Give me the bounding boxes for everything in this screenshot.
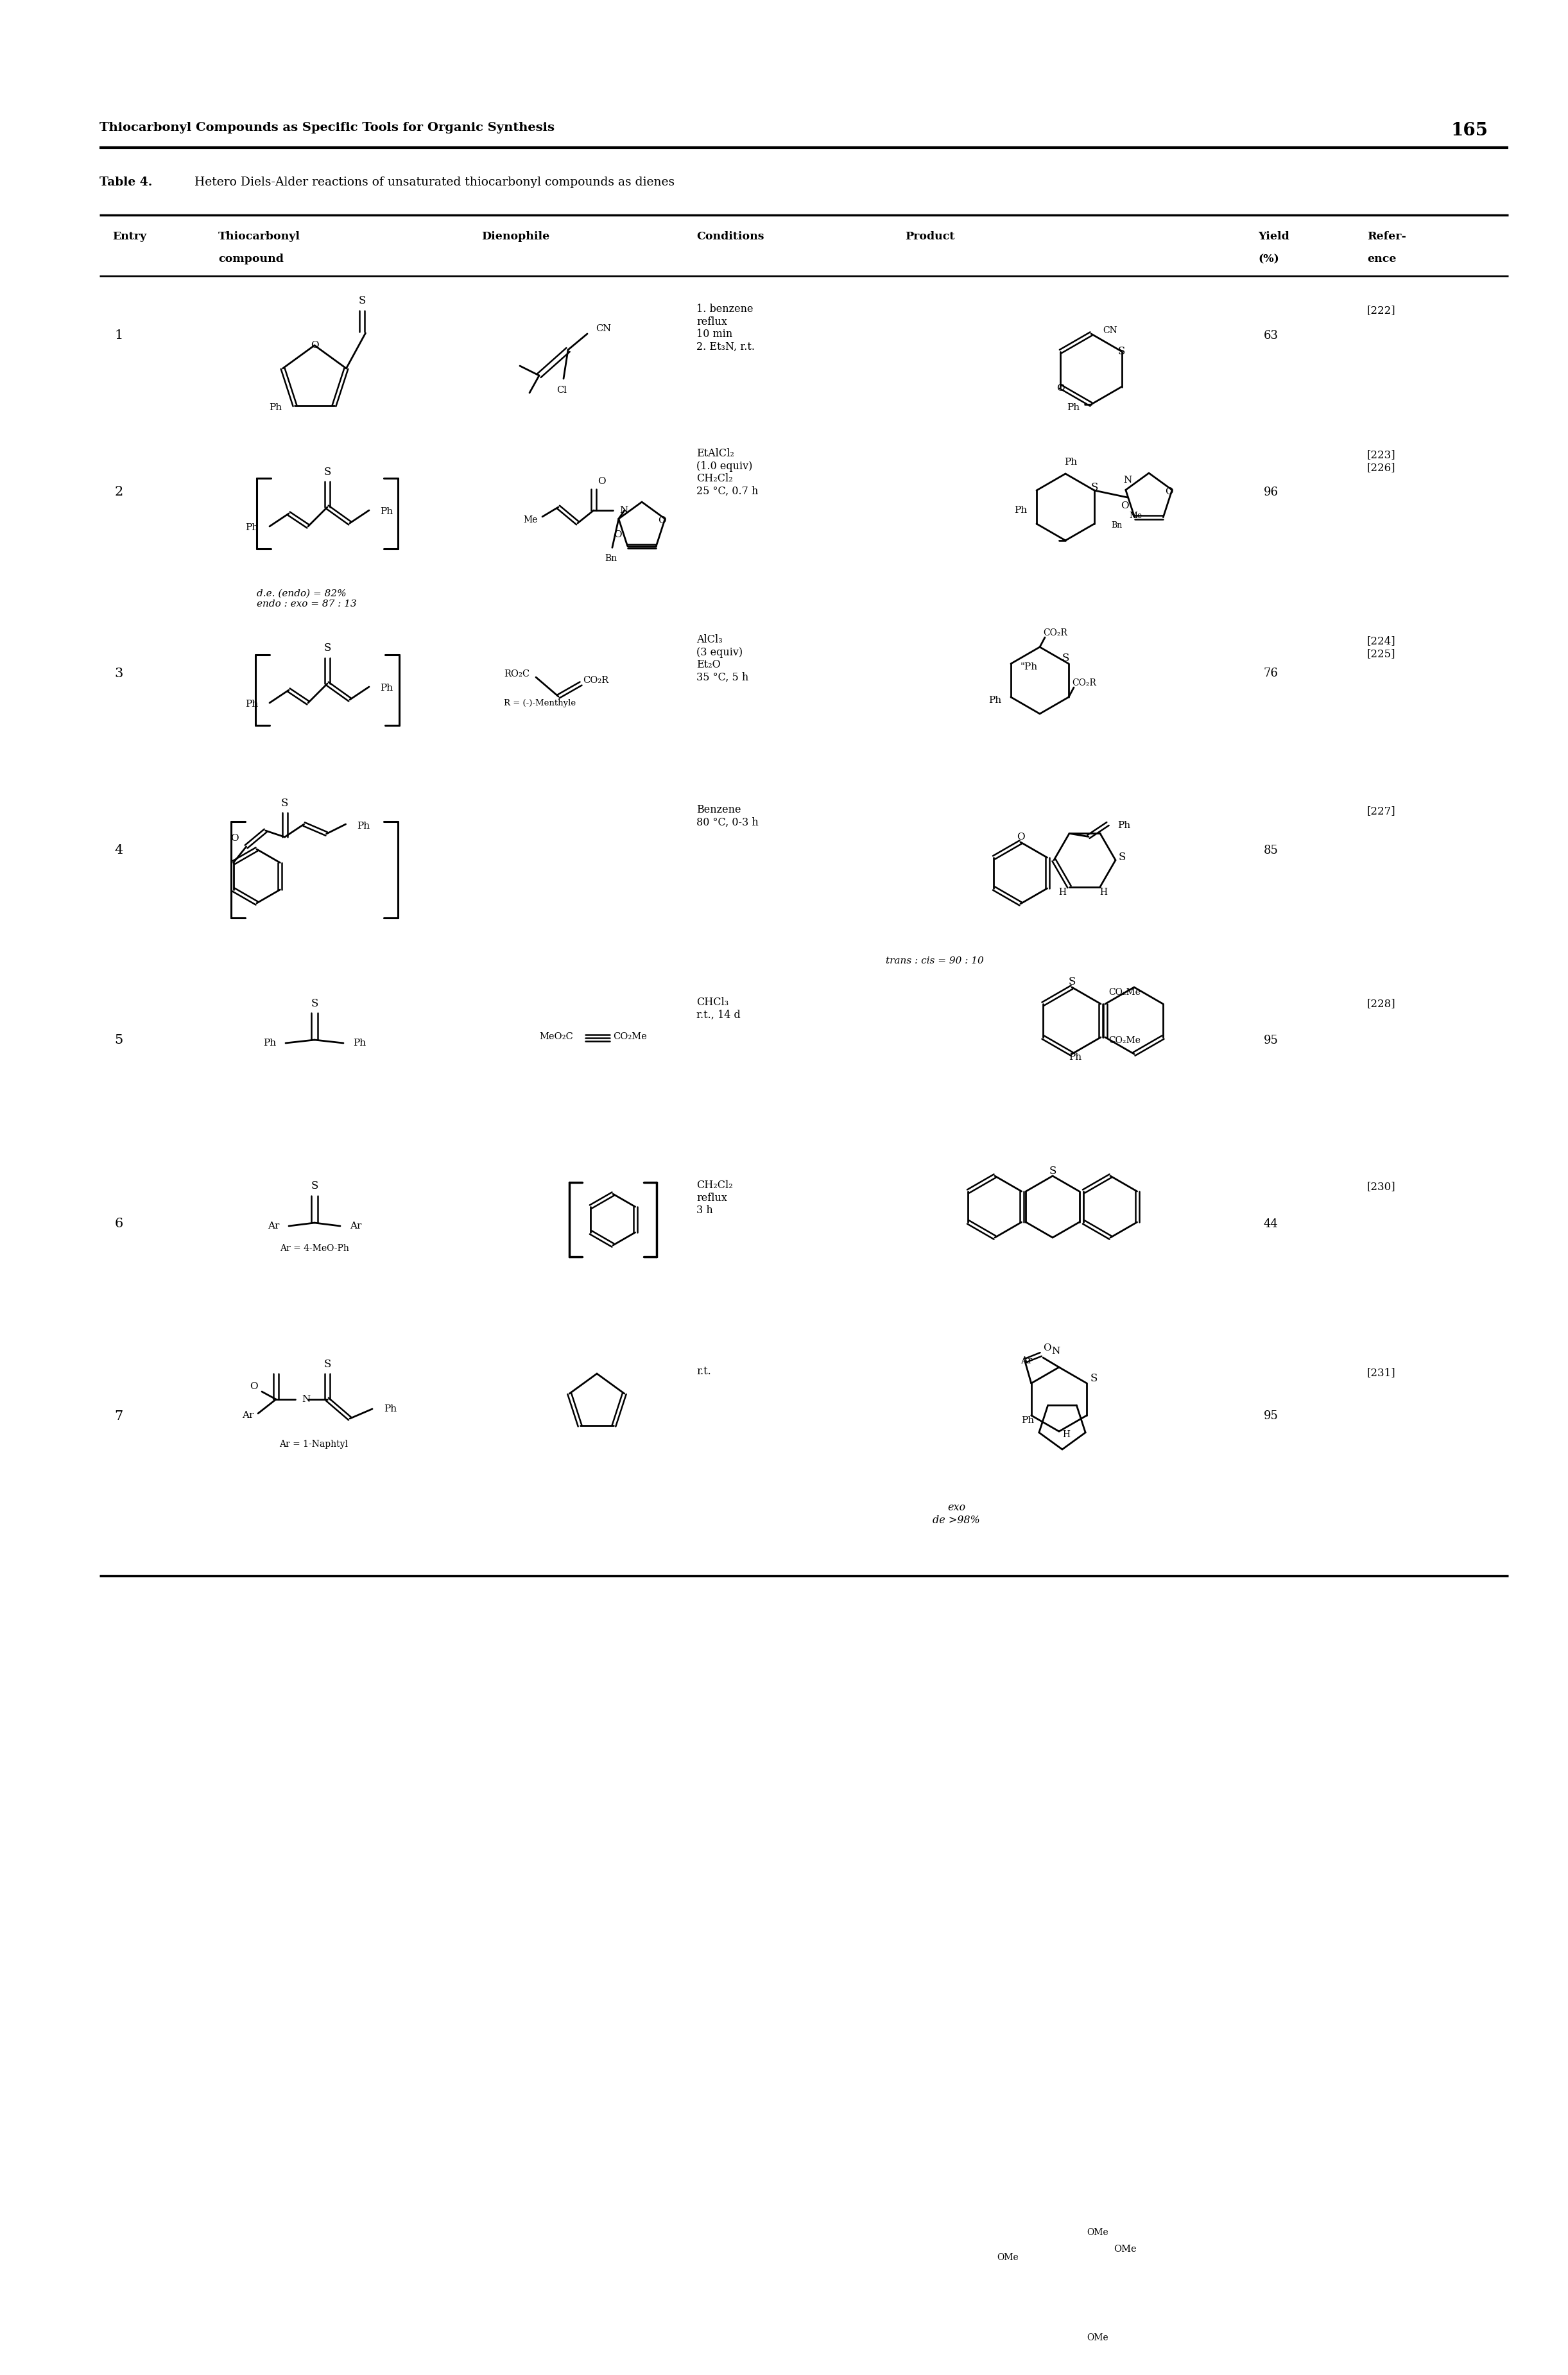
- Text: CHCl₃
r.t., 14 d: CHCl₃ r.t., 14 d: [696, 998, 740, 1021]
- Text: Conditions: Conditions: [696, 230, 764, 242]
- Text: Ar: Ar: [268, 1221, 279, 1230]
- Text: Ar = 1-Naphtyl: Ar = 1-Naphtyl: [279, 1439, 348, 1449]
- Text: [228]: [228]: [1367, 998, 1396, 1009]
- Text: 7: 7: [114, 1411, 122, 1423]
- Text: O: O: [1043, 1344, 1051, 1351]
- Text: O: O: [1016, 834, 1024, 841]
- Text: 95: 95: [1264, 1036, 1278, 1045]
- Text: Ph: Ph: [988, 696, 1002, 705]
- Text: CH₂Cl₂
reflux
3 h: CH₂Cl₂ reflux 3 h: [696, 1180, 732, 1216]
- Text: Me: Me: [524, 515, 538, 525]
- Text: 5: 5: [114, 1033, 122, 1047]
- Text: Ph: Ph: [270, 404, 282, 413]
- Text: S: S: [310, 1180, 318, 1192]
- Text: Ar: Ar: [1021, 1356, 1032, 1366]
- Text: Benzene
80 °C, 0-3 h: Benzene 80 °C, 0-3 h: [696, 805, 759, 829]
- Text: O: O: [230, 834, 238, 843]
- Text: Ph: Ph: [245, 522, 259, 532]
- Text: [230]: [230]: [1367, 1180, 1396, 1192]
- Text: CO₂Me: CO₂Me: [1109, 1036, 1140, 1045]
- Text: OMe: OMe: [1113, 2244, 1137, 2254]
- Text: O: O: [597, 477, 605, 487]
- Text: O: O: [1121, 501, 1129, 511]
- Text: 85: 85: [1264, 846, 1278, 857]
- Text: S: S: [359, 294, 365, 306]
- Text: CN: CN: [1102, 325, 1118, 335]
- Text: [227]: [227]: [1367, 805, 1396, 817]
- Text: 6: 6: [114, 1218, 122, 1230]
- Text: Ar = 4-MeO-Ph: Ar = 4-MeO-Ph: [279, 1244, 350, 1254]
- Text: [222]: [222]: [1367, 304, 1396, 316]
- Text: Ph: Ph: [1014, 506, 1027, 515]
- Text: O: O: [1057, 385, 1065, 394]
- Text: Ph: Ph: [263, 1038, 276, 1047]
- Text: O: O: [310, 342, 318, 349]
- Text: MeO₂C: MeO₂C: [539, 1033, 572, 1040]
- Text: R = (-)-Menthyle: R = (-)-Menthyle: [503, 698, 575, 708]
- Text: Ph: Ph: [384, 1404, 397, 1413]
- Text: 95: 95: [1264, 1411, 1278, 1423]
- Text: Ar: Ar: [241, 1411, 254, 1420]
- Text: Hetero Diels-Alder reactions of unsaturated thiocarbonyl compounds as dienes: Hetero Diels-Alder reactions of unsatura…: [190, 176, 674, 188]
- Text: H: H: [1062, 1430, 1069, 1439]
- Text: S: S: [310, 998, 318, 1009]
- Text: [224]
[225]: [224] [225]: [1367, 636, 1396, 658]
- Text: N: N: [1052, 1347, 1060, 1356]
- Text: Ph: Ph: [245, 701, 259, 708]
- Text: O: O: [249, 1382, 257, 1392]
- Text: d.e. (endo) = 82%
endo : exo = 87 : 13: d.e. (endo) = 82% endo : exo = 87 : 13: [257, 589, 356, 608]
- Text: Yield: Yield: [1258, 230, 1289, 242]
- Text: S: S: [1090, 1373, 1098, 1385]
- Text: 96: 96: [1264, 487, 1278, 499]
- Text: S: S: [1068, 976, 1076, 988]
- Text: EtAlCl₂
(1.0 equiv)
CH₂Cl₂
25 °C, 0.7 h: EtAlCl₂ (1.0 equiv) CH₂Cl₂ 25 °C, 0.7 h: [696, 449, 759, 496]
- Text: N: N: [1123, 475, 1132, 484]
- Text: Ph: Ph: [1065, 458, 1077, 466]
- Text: CN: CN: [596, 323, 612, 333]
- Text: exo
de >98%: exo de >98%: [933, 1503, 980, 1525]
- Text: 63: 63: [1264, 330, 1278, 342]
- Text: Entry: Entry: [113, 230, 146, 242]
- Text: S: S: [1062, 653, 1069, 665]
- Text: [231]: [231]: [1367, 1368, 1396, 1378]
- Text: OMe: OMe: [1087, 2228, 1109, 2237]
- Text: O: O: [1165, 487, 1173, 496]
- Text: Thiocarbonyl Compounds as Specific Tools for Organic Synthesis: Thiocarbonyl Compounds as Specific Tools…: [99, 121, 555, 133]
- Text: 44: 44: [1264, 1218, 1278, 1230]
- Text: Ph: Ph: [1022, 1415, 1035, 1425]
- Text: [223]
[226]: [223] [226]: [1367, 449, 1396, 473]
- Text: OMe: OMe: [1087, 2335, 1109, 2342]
- Text: "Ph: "Ph: [1021, 663, 1038, 672]
- Text: CO₂R: CO₂R: [583, 677, 608, 684]
- Text: Refer-: Refer-: [1367, 230, 1406, 242]
- Text: r.t.: r.t.: [696, 1366, 710, 1378]
- Text: CO₂Me: CO₂Me: [1109, 988, 1140, 997]
- Text: 4: 4: [114, 846, 122, 857]
- Text: Ph: Ph: [358, 822, 370, 831]
- Text: Bn: Bn: [1112, 520, 1123, 530]
- Text: S: S: [323, 466, 331, 477]
- Text: S: S: [1049, 1166, 1057, 1176]
- Text: AlCl₃
(3 equiv)
Et₂O
35 °C, 5 h: AlCl₃ (3 equiv) Et₂O 35 °C, 5 h: [696, 634, 748, 684]
- Text: H: H: [1058, 888, 1066, 895]
- Text: Cl: Cl: [557, 385, 566, 394]
- Text: S: S: [1118, 853, 1126, 862]
- Text: N: N: [619, 506, 627, 515]
- Text: Bn: Bn: [605, 553, 618, 563]
- Text: N: N: [301, 1394, 310, 1404]
- Text: Ph: Ph: [1066, 404, 1079, 413]
- Text: 1: 1: [114, 330, 122, 342]
- Text: Ph: Ph: [379, 684, 394, 693]
- Text: (%): (%): [1258, 254, 1279, 264]
- Text: O: O: [657, 515, 666, 525]
- Text: Ph: Ph: [1069, 1052, 1082, 1062]
- Text: Thiocarbonyl: Thiocarbonyl: [218, 230, 301, 242]
- Text: O: O: [613, 530, 622, 539]
- Text: 1. benzene
reflux
10 min
2. Et₃N, r.t.: 1. benzene reflux 10 min 2. Et₃N, r.t.: [696, 304, 754, 352]
- Text: S: S: [323, 644, 331, 653]
- Text: Product: Product: [905, 230, 955, 242]
- Text: S: S: [1091, 482, 1098, 492]
- Text: S: S: [281, 798, 289, 810]
- Text: CO₂Me: CO₂Me: [613, 1033, 648, 1040]
- Text: compound: compound: [218, 254, 284, 264]
